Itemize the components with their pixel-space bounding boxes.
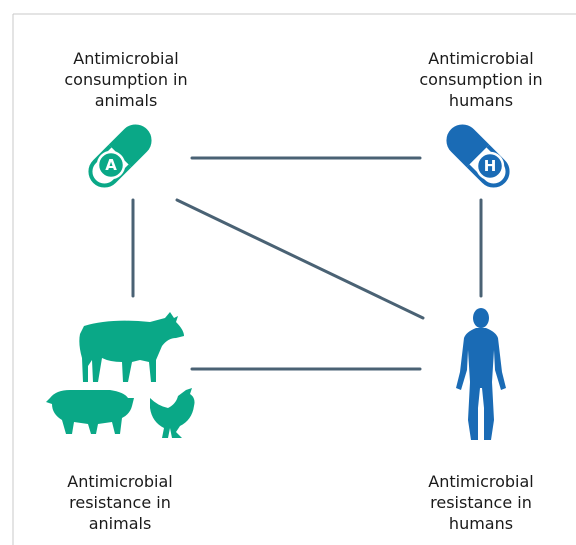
label-consumption-animals: Antimicrobial consumption in animals (64, 49, 187, 110)
label-line: humans (449, 514, 513, 533)
chicken (150, 388, 195, 438)
label-line: consumption in (64, 70, 187, 89)
label-resistance-animals: Antimicrobial resistance in animals (67, 472, 173, 533)
label-line: resistance in (69, 493, 171, 512)
pill-letter: A (105, 156, 117, 174)
pig (46, 390, 134, 434)
label-line: animals (95, 91, 158, 110)
label-consumption-humans: Antimicrobial consumption in humans (419, 49, 542, 110)
connector (177, 200, 423, 318)
pill-letter: H (484, 157, 497, 175)
label-line: Antimicrobial (73, 49, 179, 68)
label-line: animals (89, 514, 152, 533)
label-line: humans (449, 91, 513, 110)
label-line: Antimicrobial (428, 472, 534, 491)
pill-humans (443, 121, 514, 192)
label-line: Antimicrobial (428, 49, 534, 68)
body (456, 328, 506, 440)
animals-icon (46, 312, 195, 438)
label-line: resistance in (430, 493, 532, 512)
label-resistance-humans: Antimicrobial resistance in humans (428, 472, 534, 533)
human-icon (456, 308, 506, 440)
connectors (133, 158, 481, 369)
head (473, 308, 489, 328)
diagram: Antimicrobial consumption in animals Ant… (0, 0, 576, 545)
label-line: consumption in (419, 70, 542, 89)
cow (79, 312, 184, 382)
label-line: Antimicrobial (67, 472, 173, 491)
